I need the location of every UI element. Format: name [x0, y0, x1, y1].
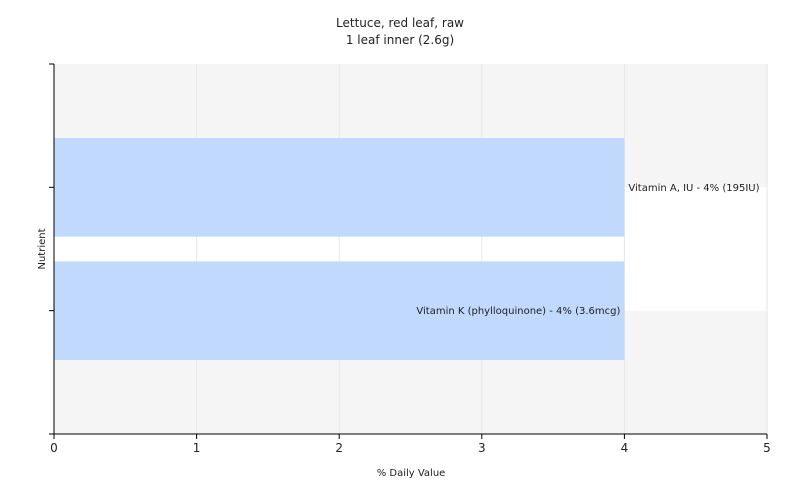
x-tick-labels: 0 1 2 3 4 5 — [50, 441, 771, 455]
bar-data-label: Vitamin K (phylloquinone) - 4% (3.6mcg) — [416, 306, 620, 317]
bar-data-label: Vitamin A, IU - 4% (195IU) — [628, 183, 759, 194]
x-tick-label: 4 — [621, 441, 629, 455]
x-tick-label: 1 — [193, 441, 201, 455]
plot-background — [54, 64, 767, 434]
axes — [49, 63, 768, 439]
chart-subtitle: 1 leaf inner (2.6g) — [346, 33, 454, 47]
bars — [54, 138, 625, 360]
y-axis-label: Nutrient — [37, 228, 48, 269]
bar — [54, 261, 625, 360]
x-tick-label: 3 — [478, 441, 486, 455]
bar — [54, 138, 625, 237]
x-axis-label: % Daily Value — [377, 468, 446, 479]
bar-labels: Vitamin A, IU - 4% (195IU) Vitamin K (phy… — [416, 183, 759, 317]
x-tick-label: 5 — [763, 441, 771, 455]
x-tick-label: 2 — [335, 441, 343, 455]
chart-title: Lettuce, red leaf, raw — [336, 16, 464, 30]
x-tick-label: 0 — [50, 441, 58, 455]
